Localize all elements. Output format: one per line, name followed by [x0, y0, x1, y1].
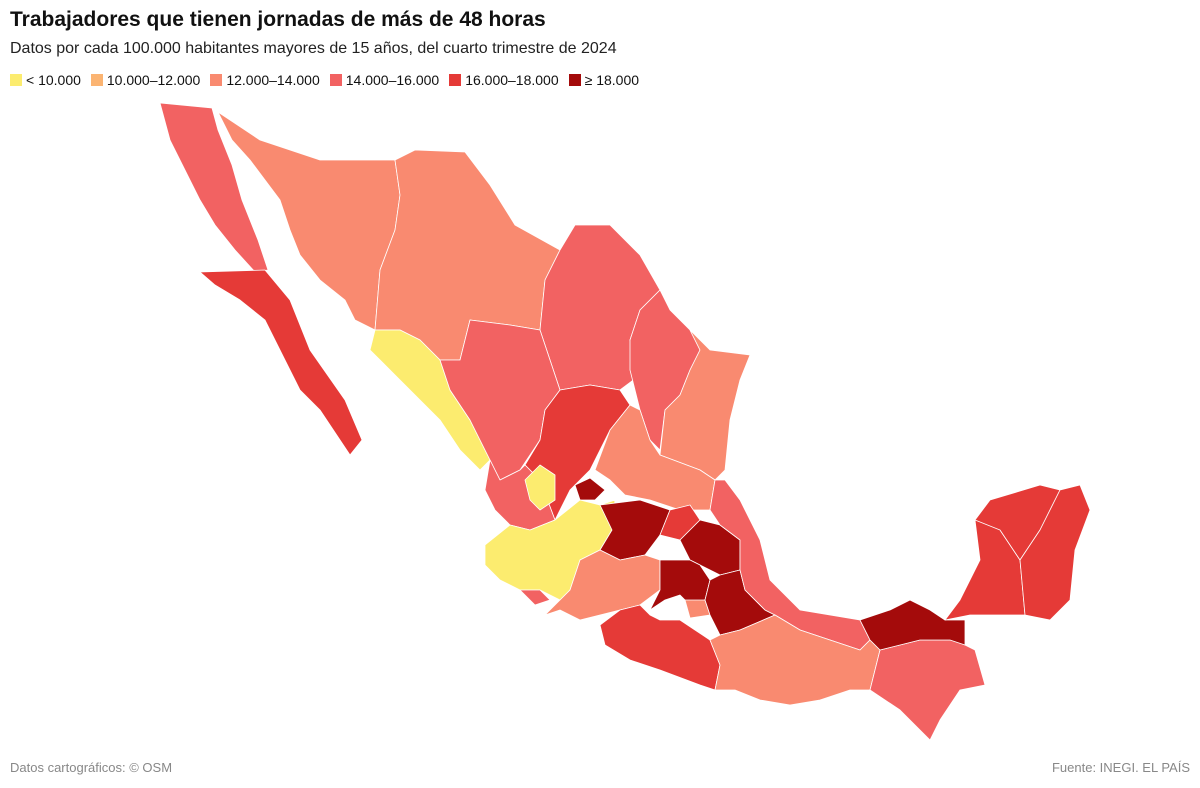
legend-swatch — [210, 74, 223, 86]
legend-label: 16.000–18.000 — [465, 72, 559, 88]
legend-label: < 10.000 — [26, 72, 81, 88]
legend-swatch — [10, 74, 22, 86]
legend-item: < 10.000 — [10, 72, 81, 88]
legend-item: 12.000–14.000 — [210, 72, 320, 88]
region — [519, 589, 551, 606]
legend-swatch — [568, 74, 581, 86]
region — [159, 102, 269, 273]
legend-label: ≥ 18.000 — [584, 72, 640, 88]
region — [859, 599, 966, 651]
legend-item: 10.000–12.000 — [90, 72, 201, 88]
region — [524, 464, 556, 511]
legend-swatch — [449, 74, 462, 86]
legend-swatch — [329, 74, 342, 86]
legend-label: 12.000–14.000 — [226, 72, 320, 88]
legend-item: 14.000–16.000 — [329, 72, 440, 88]
legend-swatch — [90, 74, 103, 86]
region — [544, 549, 661, 621]
region — [869, 639, 986, 741]
region — [574, 477, 606, 501]
legend-label: 14.000–16.000 — [345, 72, 440, 88]
title: Trabajadores que tienen jornadas de más … — [10, 8, 546, 31]
legend: < 10.000 10.000–12.000 12.000–14.000 14.000… — [10, 72, 639, 88]
legend-label: 10.000–12.000 — [106, 72, 201, 88]
region — [599, 604, 721, 691]
source: Fuente: INEGI. EL PAÍS — [1051, 760, 1190, 775]
region — [217, 111, 401, 331]
legend-item: ≥ 18.000 — [568, 72, 640, 88]
region — [1019, 484, 1091, 621]
map-credit: Datos cartográficos: © OSM — [10, 760, 173, 775]
subtitle: Datos por cada 100.000 habitantes mayore… — [10, 40, 617, 57]
region — [709, 614, 881, 706]
regions — [159, 102, 1091, 741]
legend-item: 16.000–18.000 — [449, 72, 559, 88]
region — [199, 269, 363, 456]
region — [369, 329, 491, 471]
